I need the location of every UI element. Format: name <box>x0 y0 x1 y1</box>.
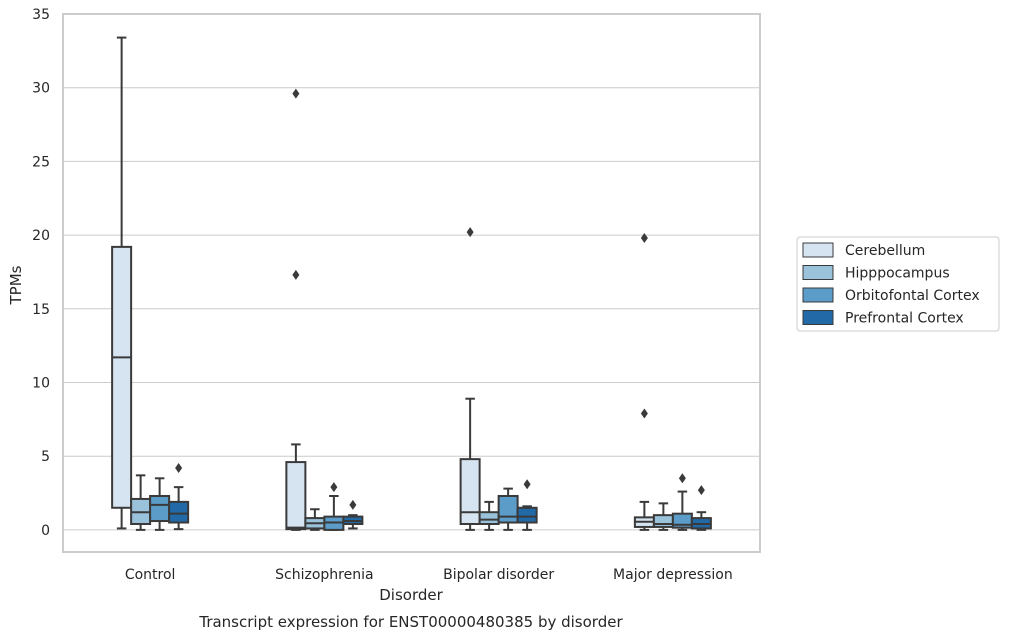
outlier-marker <box>640 233 648 244</box>
outlier-marker <box>175 462 183 473</box>
legend-swatch <box>802 287 834 303</box>
box-prefrontal-cortex <box>342 499 364 530</box>
x-tick-label: Schizophrenia <box>275 567 373 583</box>
legend-swatch <box>802 265 834 280</box>
legend-label: Prefrontal Cortex <box>845 311 964 327</box>
y-tick-label: 5 <box>41 449 50 465</box>
box-cerebellum <box>459 227 481 531</box>
box-iqr <box>497 494 519 524</box>
legend-label: Orbitofontal Cortex <box>845 288 980 304</box>
outlier-marker <box>697 485 705 496</box>
y-tick-label: 30 <box>32 81 50 97</box>
box-hipppocampus <box>478 500 500 531</box>
box-orbitofontal-cortex <box>671 473 693 531</box>
legend-label: Cerebellum <box>845 243 925 259</box>
box-cerebellum <box>633 233 655 531</box>
y-tick-label: 10 <box>32 375 50 391</box>
y-tick-label: 15 <box>32 302 50 318</box>
box-hipppocampus <box>304 508 326 531</box>
box-cerebellum <box>285 88 307 531</box>
legend-frame <box>796 236 1000 332</box>
box-iqr <box>516 506 538 524</box>
box-iqr <box>285 461 307 531</box>
x-tick-label: Major depression <box>613 567 733 583</box>
box-orbitofontal-cortex <box>149 477 171 531</box>
box-cerebellum <box>111 36 133 530</box>
legend: Cerebellum Hipppocampus Orbitofontal Corte… <box>796 236 1000 332</box>
outlier-marker <box>523 479 531 490</box>
x-tick-labels: Control Schizophrenia Bipolar disorder Majo… <box>125 567 733 583</box>
box-prefrontal-cortex <box>690 485 712 531</box>
y-tick-label: 0 <box>41 523 50 539</box>
box-iqr <box>111 245 133 509</box>
plot-frame <box>62 13 761 553</box>
x-tick-label: Bipolar disorder <box>443 567 554 583</box>
y-tick-label: 20 <box>32 228 50 244</box>
box-prefrontal-cortex <box>516 479 538 531</box>
boxes <box>111 36 712 531</box>
outlier-marker <box>678 473 686 484</box>
y-tick-label: 25 <box>32 154 50 170</box>
legend-swatch <box>802 242 834 258</box>
box-orbitofontal-cortex <box>323 482 345 531</box>
box-iqr <box>652 514 674 528</box>
x-axis-title: Disorder <box>379 586 443 604</box>
y-tick-labels: 0 5 10 15 20 25 30 35 <box>32 7 50 539</box>
box-hipppocampus <box>652 502 674 531</box>
outlier-marker <box>292 88 300 99</box>
box-hipppocampus <box>130 474 152 531</box>
outlier-marker <box>640 408 648 419</box>
box-orbitofontal-cortex <box>497 487 519 531</box>
y-axis-title: TPMs <box>7 265 25 305</box>
box-iqr <box>168 500 190 524</box>
box-iqr <box>149 494 171 523</box>
grid-lines <box>63 13 760 531</box>
box-iqr <box>478 511 500 525</box>
box-iqr <box>459 458 481 525</box>
box-prefrontal-cortex <box>168 462 190 531</box>
outlier-marker <box>466 227 474 238</box>
legend-label: Hipppocampus <box>845 266 950 282</box>
legend-swatch <box>802 310 834 325</box>
outlier-marker <box>292 269 300 280</box>
outlier-marker <box>349 499 357 510</box>
plot-border <box>62 13 761 553</box>
chart-caption: Transcript expression for ENST0000048038… <box>198 613 623 631</box>
x-tick-label: Control <box>125 567 176 583</box>
y-tick-label: 35 <box>32 7 50 23</box>
outlier-marker <box>330 482 338 493</box>
